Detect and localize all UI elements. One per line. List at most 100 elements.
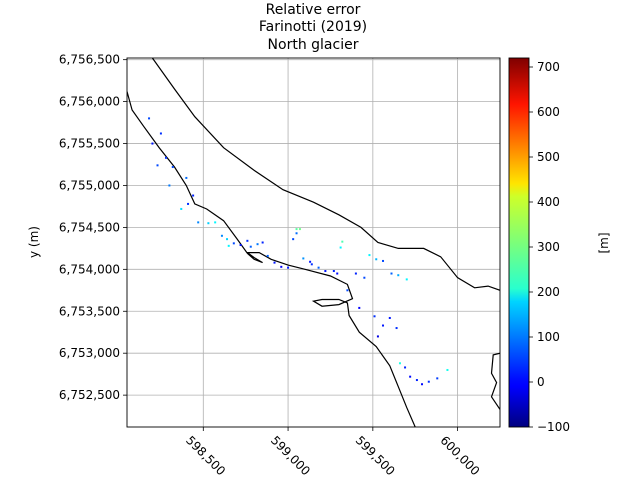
data-point-43: [382, 324, 385, 327]
x-tick-label-0: 598,500: [183, 433, 228, 478]
data-point-61: [363, 276, 366, 279]
data-point-2: [164, 156, 167, 159]
data-point-10: [214, 221, 217, 224]
data-point-26: [295, 228, 298, 231]
colorbar-tick-label-5: 400: [537, 195, 560, 209]
data-point-49: [415, 379, 418, 382]
data-point-21: [280, 265, 283, 268]
data-point-57: [227, 244, 230, 247]
data-point-5: [168, 184, 171, 187]
data-point-55: [156, 164, 159, 167]
data-point-52: [436, 377, 439, 380]
data-point-25: [298, 228, 301, 231]
data-point-36: [375, 258, 378, 261]
data-point-20: [273, 261, 276, 264]
data-point-6: [192, 194, 195, 197]
data-point-15: [246, 239, 249, 242]
outline-upper: [151, 58, 500, 291]
data-point-1: [159, 132, 162, 135]
data-point-12: [226, 238, 229, 241]
grid-lines: [127, 58, 500, 427]
data-point-28: [317, 266, 320, 269]
data-point-45: [395, 327, 398, 330]
data-point-8: [197, 221, 200, 224]
error-points: [148, 117, 449, 386]
data-point-51: [427, 380, 430, 383]
data-point-13: [232, 242, 235, 245]
chart-title-line-1: Relative error: [266, 2, 361, 18]
colorbar-tick-label-1: 0: [537, 375, 545, 389]
data-point-40: [405, 278, 408, 281]
data-point-39: [397, 274, 400, 277]
data-point-27: [310, 263, 313, 266]
colorbar-tick-label-7: 600: [537, 105, 560, 119]
data-point-4: [185, 176, 188, 179]
y-tick-label-1: 6,753,000: [59, 346, 120, 360]
data-point-53: [446, 368, 449, 371]
outline-lower: [127, 91, 416, 427]
data-point-19: [266, 254, 269, 257]
glacier-outline: [127, 58, 500, 427]
y-tick-label-6: 6,755,500: [59, 137, 120, 151]
colorbar: [508, 57, 530, 428]
data-point-7: [187, 202, 190, 205]
colorbar-tick-label-0: −100: [537, 420, 570, 434]
data-point-3: [171, 166, 174, 169]
chart-title-line-3: North glacier: [268, 37, 359, 53]
colorbar-tick-label-4: 300: [537, 240, 560, 254]
data-point-24: [295, 232, 298, 235]
data-point-50: [421, 383, 424, 386]
y-tick-label-8: 6,756,500: [59, 53, 120, 67]
data-point-18: [261, 241, 264, 244]
chart-title-line-2: Farinotti (2019): [259, 19, 367, 35]
data-point-60: [354, 272, 357, 275]
data-point-37: [382, 259, 385, 262]
data-point-46: [398, 362, 401, 365]
x-tick-label-2: 599,500: [353, 433, 398, 478]
data-point-35: [368, 254, 371, 257]
data-point-41: [358, 306, 361, 309]
colorbar-tick-label-6: 500: [537, 150, 560, 164]
y-tick-label-7: 6,756,000: [59, 95, 120, 109]
plot-area: [127, 58, 500, 427]
x-tick-label-3: 600,000: [437, 433, 482, 478]
y-tick-label-3: 6,754,000: [59, 262, 120, 276]
x-tick-label-1: 599,000: [268, 433, 313, 478]
colorbar-ticks: −100 0 100 200 300 400 500 600 700: [529, 60, 570, 434]
colorbar-tick-label-8: 700: [537, 60, 560, 74]
data-point-62: [376, 335, 379, 338]
data-point-23: [292, 238, 295, 241]
y-tick-label-4: 6,754,500: [59, 220, 120, 234]
data-point-34: [346, 289, 349, 292]
data-point-14: [239, 244, 242, 247]
colorbar-tick-label-3: 200: [537, 285, 560, 299]
data-point-30: [332, 270, 335, 273]
data-point-33: [341, 240, 344, 243]
data-point-56: [180, 207, 183, 210]
outline-right: [490, 352, 500, 410]
y-tick-label-5: 6,755,000: [59, 178, 120, 192]
data-point-48: [409, 375, 412, 378]
y-tick-label-0: 6,752,500: [59, 388, 120, 402]
data-point-11: [220, 234, 223, 237]
y-axis-label: y (m): [27, 226, 41, 258]
data-point-17: [256, 243, 259, 246]
data-point-59: [309, 260, 312, 263]
data-point-22: [287, 266, 290, 269]
data-point-9: [207, 222, 210, 225]
data-point-58: [302, 257, 305, 260]
data-point-32: [339, 246, 342, 249]
colorbar-tick-label-2: 100: [537, 330, 560, 344]
data-point-44: [388, 316, 391, 319]
data-point-29: [324, 270, 327, 273]
data-point-54: [151, 142, 154, 145]
y-tick-label-2: 6,753,500: [59, 304, 120, 318]
x-axis: 598,500 599,000 599,500 600,000: [183, 427, 482, 478]
data-point-38: [390, 272, 393, 275]
data-point-47: [404, 366, 407, 369]
data-point-0: [148, 117, 151, 120]
data-point-42: [373, 315, 376, 318]
data-point-31: [336, 272, 339, 275]
data-point-16: [249, 245, 252, 248]
